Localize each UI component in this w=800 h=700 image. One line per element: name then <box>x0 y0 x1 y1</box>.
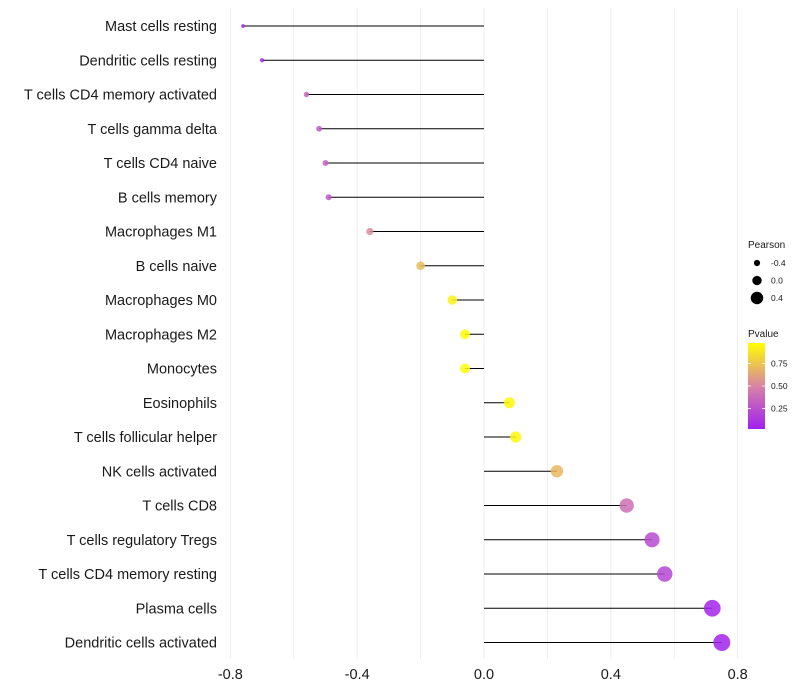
legend-size-title: Pearson <box>748 240 785 251</box>
data-point <box>510 431 522 443</box>
category-label: T cells CD4 memory resting <box>38 567 217 583</box>
legend-color-label: 0.25 <box>771 403 788 413</box>
category-label: Eosinophils <box>143 396 217 412</box>
data-point <box>303 91 310 98</box>
x-tick-label: -0.4 <box>345 667 370 683</box>
legend-size-dot <box>752 275 762 286</box>
data-point <box>657 566 673 582</box>
category-label: Macrophages M0 <box>105 293 217 309</box>
category-label: T cells CD8 <box>142 499 217 515</box>
category-label: Plasma cells <box>136 601 217 617</box>
data-point <box>241 24 245 28</box>
legend-size-dot <box>750 291 764 305</box>
dots <box>241 24 731 651</box>
data-point <box>460 363 470 374</box>
data-point <box>416 261 425 271</box>
category-label: Macrophages M2 <box>105 327 217 343</box>
legend-colorbar <box>748 343 765 429</box>
x-tick-label: -0.8 <box>218 667 243 683</box>
category-label: T cells CD4 memory activated <box>24 88 217 104</box>
category-label: Mast cells resting <box>105 19 217 35</box>
data-point <box>322 160 329 166</box>
x-tick-label: 0.4 <box>601 667 621 683</box>
category-label: Monocytes <box>147 362 217 378</box>
category-label: NK cells activated <box>102 464 217 480</box>
category-label: Dendritic cells activated <box>65 636 217 652</box>
data-point <box>316 125 323 132</box>
category-labels: Mast cells resting Dendritic cells restin… <box>24 19 218 652</box>
category-label: Dendritic cells resting <box>79 53 217 69</box>
legend-size-label: 0.0 <box>771 276 783 286</box>
data-point <box>503 397 515 409</box>
legend-size-dot <box>753 259 761 267</box>
x-axis-ticks: -0.8 -0.4 0.0 0.4 0.8 <box>218 667 748 683</box>
category-label: T cells CD4 naive <box>104 156 217 172</box>
data-point <box>550 465 564 478</box>
data-point <box>325 194 332 201</box>
category-label: T cells follicular helper <box>74 430 217 446</box>
data-point <box>366 227 374 236</box>
legend: Pearson -0.4 0.0 0.4 Pvalue 0.75 0.50 0.25 <box>748 240 788 429</box>
stems <box>243 25 722 643</box>
legend-color-title: Pvalue <box>748 329 779 340</box>
legend-size-label: -0.4 <box>771 258 786 268</box>
category-label: Macrophages M1 <box>105 225 217 241</box>
category-label: T cells gamma delta <box>88 122 218 138</box>
category-label: B cells memory <box>118 190 218 206</box>
legend-color-label: 0.75 <box>771 359 788 369</box>
grid-lines <box>229 8 739 659</box>
data-point <box>644 532 660 548</box>
legend-size-label: 0.4 <box>771 293 783 303</box>
x-tick-label: 0.8 <box>728 667 748 683</box>
data-point <box>460 329 470 340</box>
data-point <box>447 295 458 305</box>
x-tick-label: 0.0 <box>474 667 494 683</box>
category-label: B cells naive <box>136 259 217 275</box>
legend-color-label: 0.50 <box>771 381 788 391</box>
data-point <box>703 599 721 617</box>
data-point <box>713 634 731 651</box>
category-label: T cells regulatory Tregs <box>67 533 217 549</box>
data-point <box>259 58 265 63</box>
data-point <box>619 498 634 513</box>
